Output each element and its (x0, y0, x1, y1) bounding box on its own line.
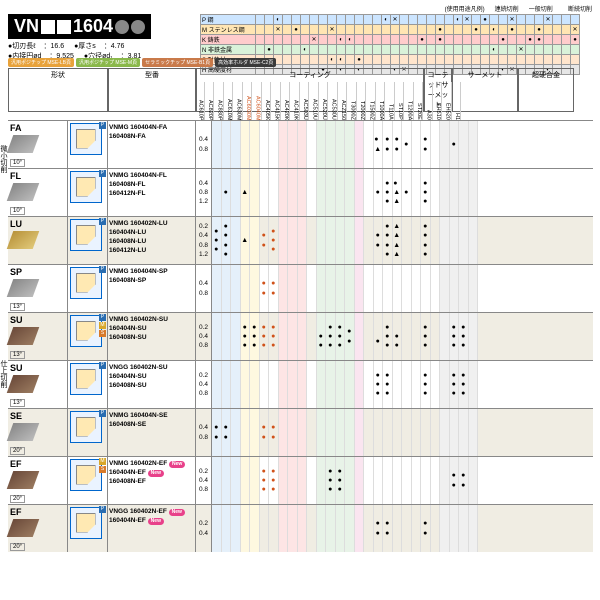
table-row: EF20°PVNGG 160402N-EF New160404N-EF New0… (8, 504, 593, 552)
table-row: FL10°PVNMG 160404N-FL160408N-FL160412N-F… (8, 168, 593, 216)
table-row: FA10°PVNMG 160404N-FA160408N-FA0.40.8●▲●… (8, 120, 593, 168)
reference-badges: 汎用ポジチップ MSE-LB頁汎用ポジチップ MSE-M頁セラミックチップ MS… (8, 58, 276, 67)
table-row: SU13°PVNGG 160402N-SU160404N-SU160408N-S… (8, 360, 593, 408)
table-row: SU13°PMSVNMG 160402N-SU160404N-SU160408N… (8, 312, 593, 360)
series-title: VN1604 (8, 14, 151, 39)
main-table: FA10°PVNMG 160404N-FA160408N-FA0.40.8●▲●… (8, 120, 593, 552)
table-row: LUPVNMG 160402N-LU160404N-LU160408N-LU16… (8, 216, 593, 264)
table-row: SP13°PVNMG 160404N-SP160408N-SP0.40.8●●●… (8, 264, 593, 312)
table-row: SE20°PVNMG 160404N-SE160408N-SE0.40.8●●●… (8, 408, 593, 456)
grade-columns-header: AC610PAC820PAC830PAC610MAC630MAC6030MAC6… (195, 82, 461, 120)
table-row: EF20°MSVNMG 160402N-EF New160404N-EF New… (8, 456, 593, 504)
side-label-finish: 仕上切削 (0, 360, 8, 388)
